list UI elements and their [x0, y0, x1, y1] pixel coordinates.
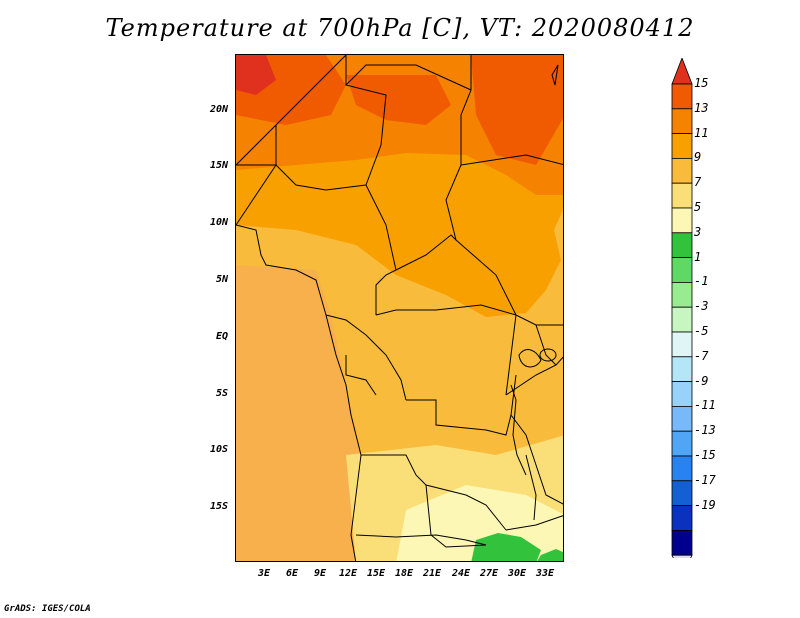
lat-label-15n: 15N	[209, 160, 228, 171]
colorbar-label: -17	[694, 472, 716, 487]
boundaries	[236, 55, 563, 561]
lon-label-9e: 9E	[313, 568, 327, 579]
colorbar	[671, 58, 693, 558]
lat-label-20n: 20N	[209, 104, 228, 115]
map-panel	[235, 54, 564, 562]
footer-credit: GrADS: IGES/COLA	[4, 604, 91, 614]
lon-label-3e: 3E	[257, 568, 271, 579]
colorbar-bottom-arrow	[671, 554, 693, 558]
colorbar-label: -5	[694, 324, 709, 338]
colorbar-label: -7	[694, 348, 709, 363]
colorbar-label: -1	[694, 274, 709, 289]
lakes	[510, 64, 559, 521]
colorbar-swatch	[671, 207, 693, 234]
lon-label-6e: 6E	[285, 568, 299, 579]
lat-label-15s: 15S	[209, 501, 228, 512]
colorbar-swatch	[671, 257, 693, 283]
colorbar-swatch	[671, 430, 693, 457]
field-peak-west	[236, 55, 276, 95]
chart-title: Temperature at 700hPa [C], VT: 202008041…	[105, 14, 695, 42]
colorbar-label: -3	[694, 299, 709, 314]
lat-label-10s: 10S	[209, 444, 228, 455]
colorbar-swatch	[671, 281, 693, 308]
colorbar-swatch	[671, 232, 693, 259]
lon-label-30e: 30E	[507, 568, 527, 579]
colorbar-label: 7	[694, 175, 702, 190]
lon-label-33e: 33E	[535, 568, 555, 579]
colorbar-top-arrow	[671, 58, 693, 85]
colorbar-label: 11	[694, 125, 709, 140]
colorbar-label: 3	[694, 224, 702, 239]
field-hottest-east	[471, 55, 563, 165]
colorbar-label: 1	[694, 249, 702, 264]
colorbar-swatch	[671, 505, 693, 531]
lon-label-12e: 12E	[338, 568, 358, 579]
lon-label-21e: 21E	[422, 568, 442, 579]
lon-label-15e: 15E	[366, 568, 386, 579]
lat-label-eq: EQ	[215, 331, 228, 342]
colorbar-label: 9	[694, 150, 702, 165]
colorbar-swatch	[671, 405, 693, 432]
colorbar-swatch	[671, 529, 693, 556]
lon-label-18e: 18E	[394, 568, 414, 579]
colorbar-swatch	[671, 306, 693, 333]
colorbar-label: -19	[694, 497, 716, 512]
lat-label-5n: 5N	[215, 274, 228, 285]
lat-label-5s: 5S	[215, 388, 228, 399]
colorbar-label: -9	[694, 373, 709, 388]
colorbar-swatch	[671, 133, 693, 159]
field-cool-patch-2	[537, 549, 563, 561]
colorbar-swatch	[671, 480, 693, 506]
lon-label-27e: 27E	[479, 568, 499, 579]
colorbar-swatch	[671, 182, 693, 209]
temperature-map	[236, 55, 563, 561]
colorbar-swatch	[671, 455, 693, 482]
field-west-band	[236, 265, 366, 561]
colorbar-swatch	[671, 158, 693, 184]
colorbar-label: 15	[694, 76, 709, 90]
field-hottest-center	[346, 75, 451, 125]
colorbar-swatch	[671, 108, 693, 134]
colorbar-label: -15	[694, 448, 716, 462]
lon-label-24e: 24E	[451, 568, 471, 579]
colorbar-label: 13	[694, 100, 709, 115]
colorbar-label: -13	[694, 423, 716, 438]
colorbar-swatch	[671, 83, 693, 110]
colorbar-label: 5	[694, 200, 702, 214]
field-cool-patch	[471, 533, 541, 561]
colorbar-swatch	[671, 381, 693, 407]
colorbar-swatch	[671, 356, 693, 382]
lat-label-10n: 10N	[209, 217, 228, 228]
colorbar-swatch	[671, 331, 693, 358]
colorbar-label: -11	[694, 398, 716, 413]
